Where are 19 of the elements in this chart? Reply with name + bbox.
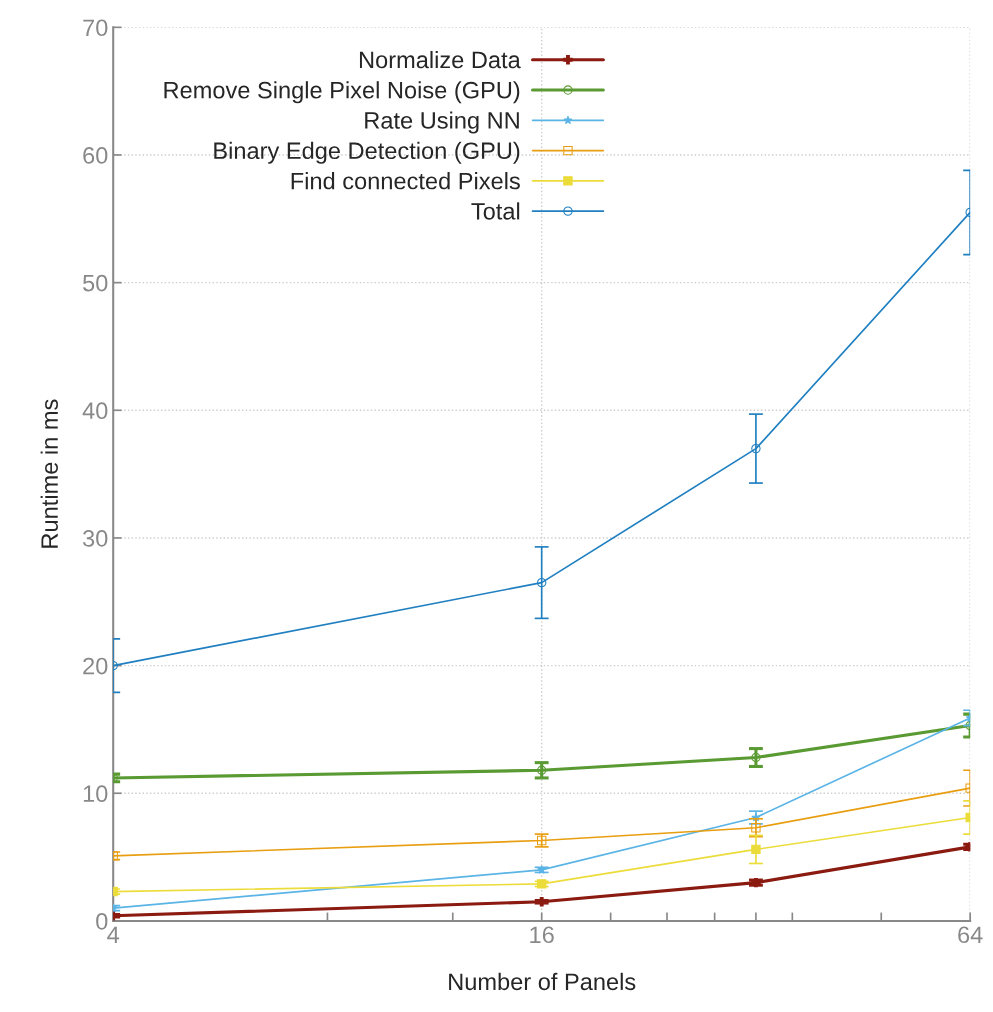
x-tick-label: 16 — [530, 926, 554, 944]
legend-label: Total — [471, 202, 520, 220]
y-tick-label: 60 — [83, 147, 108, 164]
x-axis-title: Number of Panels — [449, 972, 636, 991]
y-tick-label: 40 — [82, 402, 108, 420]
y-axis-title: Runtime in ms — [40, 399, 58, 548]
legend-label: Binary Edge Detection (GPU) — [214, 141, 520, 164]
y-tick-label: 20 — [83, 657, 108, 675]
y-tick-label: 50 — [83, 274, 108, 292]
legend-label: Remove Single Pixel Noise (GPU) — [164, 81, 520, 104]
legend-label: Rate Using NN — [365, 111, 519, 134]
y-tick-label: 10 — [83, 785, 108, 803]
x-tick-label: 64 — [958, 926, 983, 944]
y-tick-label: 30 — [82, 530, 108, 547]
x-tick-label: 4 — [107, 926, 120, 943]
legend-label: Find connected Pixels — [291, 172, 520, 190]
y-tick-label: 0 — [96, 912, 108, 930]
y-tick-label: 70 — [83, 19, 108, 37]
legend-label: Normalize Data — [359, 50, 521, 69]
